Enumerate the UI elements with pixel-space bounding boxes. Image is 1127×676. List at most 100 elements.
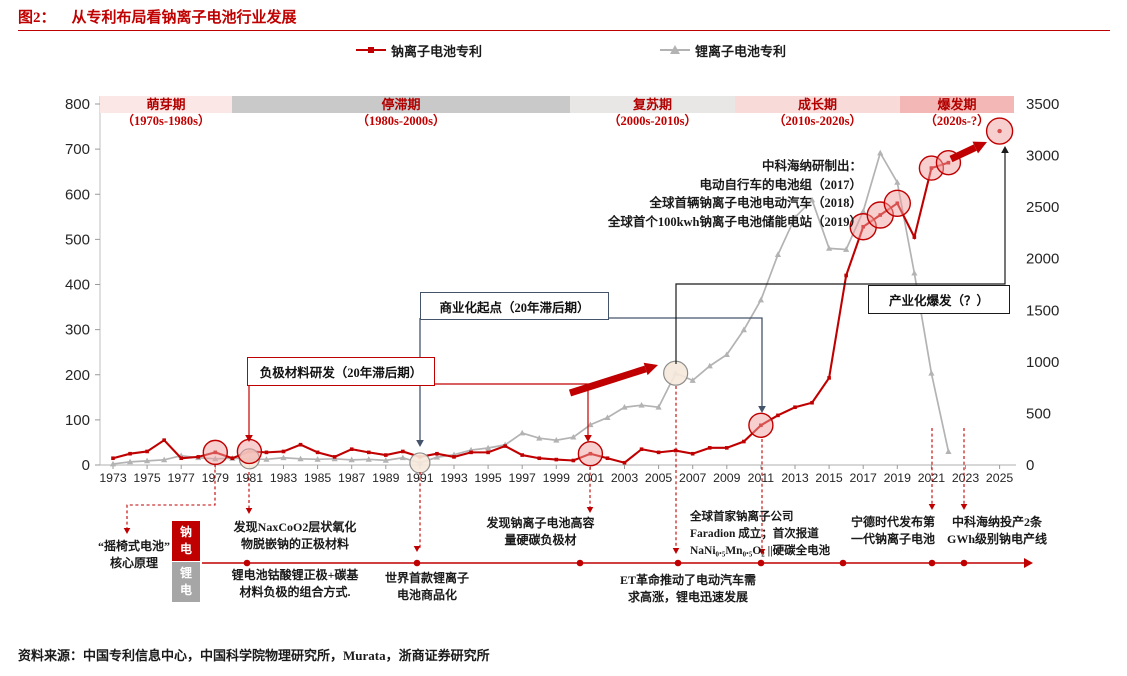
sodium-highlight-circle (577, 441, 604, 467)
arrowhead-icon (960, 504, 968, 510)
x-axis-tick-label: 2015 (815, 471, 843, 485)
sodium-marker (656, 450, 661, 455)
lithium-marker (109, 460, 117, 467)
lithium-marker (348, 456, 355, 463)
x-axis-tick-label: 1987 (338, 471, 366, 485)
lithium-marker (399, 454, 406, 461)
rocking-chair-note: “摇椅式电池” 核心原理 (97, 539, 170, 570)
phase-band-growth: 成长期 (735, 96, 900, 113)
hard-carbon-note: 发现钠离子电池高容 量硬碳负极材 (486, 516, 595, 547)
sodium-future-highlight-circle (985, 117, 1014, 145)
anode-rnd-box: 负极材料研发（20年滞后期） (247, 357, 435, 386)
lithium-marker (144, 457, 151, 464)
lithium-badge: 锂电 (172, 562, 200, 602)
sodium-marker (366, 450, 371, 455)
sodium-highlight-circle (748, 412, 774, 438)
sodium-marker (401, 449, 405, 454)
lithium-marker (485, 444, 492, 451)
lithium-marker (621, 404, 628, 410)
sodium-marker (298, 442, 303, 447)
sodium-highlight-circle (883, 189, 911, 217)
sodium-marker (912, 235, 917, 239)
lithium-marker (911, 269, 918, 276)
sodium-marker (281, 449, 286, 454)
x-axis-tick-label: 2019 (884, 471, 912, 485)
phase-band-stagnation: 停滞期 (232, 96, 570, 113)
faradion-note: 全球首家钠离子公司 Faradion 成立；首次报道 NaNi₀.₅Mn₀.₅O… (690, 511, 831, 557)
y-axis-tick-label: 500 (65, 231, 90, 248)
sodium-marker (520, 453, 524, 457)
x-axis-tick-label: 2025 (986, 471, 1014, 485)
dashed-connector (126, 464, 216, 530)
sodium-marker (452, 455, 456, 459)
lithium-marker (928, 370, 935, 376)
lithium-marker (297, 455, 304, 462)
et-revolution-note: ET革命推动了电动汽车需 求高涨，锂电迅速发展 (619, 573, 756, 604)
x-axis-tick-label: 2009 (713, 471, 741, 485)
lithium-highlight-circle (663, 360, 689, 386)
sodium-marker (707, 446, 712, 450)
y-axis-tick-label: 100 (65, 412, 90, 429)
sodium-marker (264, 450, 269, 455)
sodium-marker (196, 455, 201, 459)
sodium-marker (486, 450, 490, 455)
industrial-burst-box: 产业化爆发（？） (868, 285, 1010, 314)
sodium-marker (776, 413, 780, 418)
arrowhead-icon (584, 435, 592, 442)
lithium-marker (604, 414, 611, 420)
sodium-marker (469, 450, 473, 455)
arrowhead-icon (586, 507, 594, 513)
timeline-dot (576, 559, 584, 567)
lithium-marker (877, 149, 884, 156)
sodium-marker (639, 447, 644, 452)
sodium-marker (844, 273, 848, 278)
right-axis-tick-label: 1000 (1026, 354, 1059, 371)
lithium-marker (655, 404, 662, 410)
lithium-marker (791, 214, 799, 220)
lithium-marker (689, 377, 696, 383)
sodium-marker (827, 376, 831, 380)
lithium-marker (774, 251, 782, 257)
sodium-highlight-circle (202, 439, 229, 466)
arrowhead-icon (1024, 558, 1033, 568)
lithium-marker (263, 456, 270, 462)
right-axis-tick-label: 2500 (1026, 199, 1059, 216)
lithium-marker (161, 456, 168, 463)
sodium-marker (179, 456, 183, 461)
lithium-marker (126, 458, 134, 465)
sodium-marker (537, 456, 542, 461)
lithium-marker (894, 179, 901, 185)
sodium-marker (503, 444, 507, 448)
x-axis-tick-label: 1985 (304, 471, 332, 485)
right-axis-tick-label: 3500 (1026, 96, 1059, 113)
right-axis-tick-label: 1500 (1026, 302, 1059, 319)
right-axis-tick-label: 0 (1026, 457, 1034, 474)
lithium-marker (843, 246, 850, 252)
legend-sodium: 钠离子电池专利 (356, 42, 482, 59)
timeline-dot (757, 559, 765, 567)
bold-arrowhead-icon (972, 141, 987, 154)
lithium-marker (433, 454, 441, 460)
bold-arrow (568, 365, 647, 397)
x-axis-tick-label: 1997 (509, 471, 537, 485)
phase-years-germination: （1970s-1980s） (121, 114, 211, 128)
lithium-marker (536, 434, 543, 441)
lithium-marker (570, 433, 577, 440)
sodium-marker (793, 405, 797, 410)
lithium-marker (740, 326, 747, 333)
phase-band-germination: 萌芽期 (100, 96, 232, 113)
timeline-dot (839, 559, 847, 567)
timeline-dot (413, 559, 421, 567)
navy-connector (607, 317, 763, 408)
right-axis-tick-label: 2000 (1026, 251, 1059, 268)
arrowhead-icon (245, 435, 253, 442)
lithium-marker (314, 456, 321, 462)
lithium-line-marker-icon (660, 45, 690, 54)
x-axis-tick-label: 1993 (440, 471, 468, 485)
y-axis-tick-label: 0 (82, 457, 90, 474)
phase-years-growth: （2010s-2020s） (773, 114, 862, 128)
sodium-marker (230, 456, 235, 461)
x-axis-tick-label: 1975 (133, 471, 161, 485)
sodium-marker (725, 446, 729, 450)
